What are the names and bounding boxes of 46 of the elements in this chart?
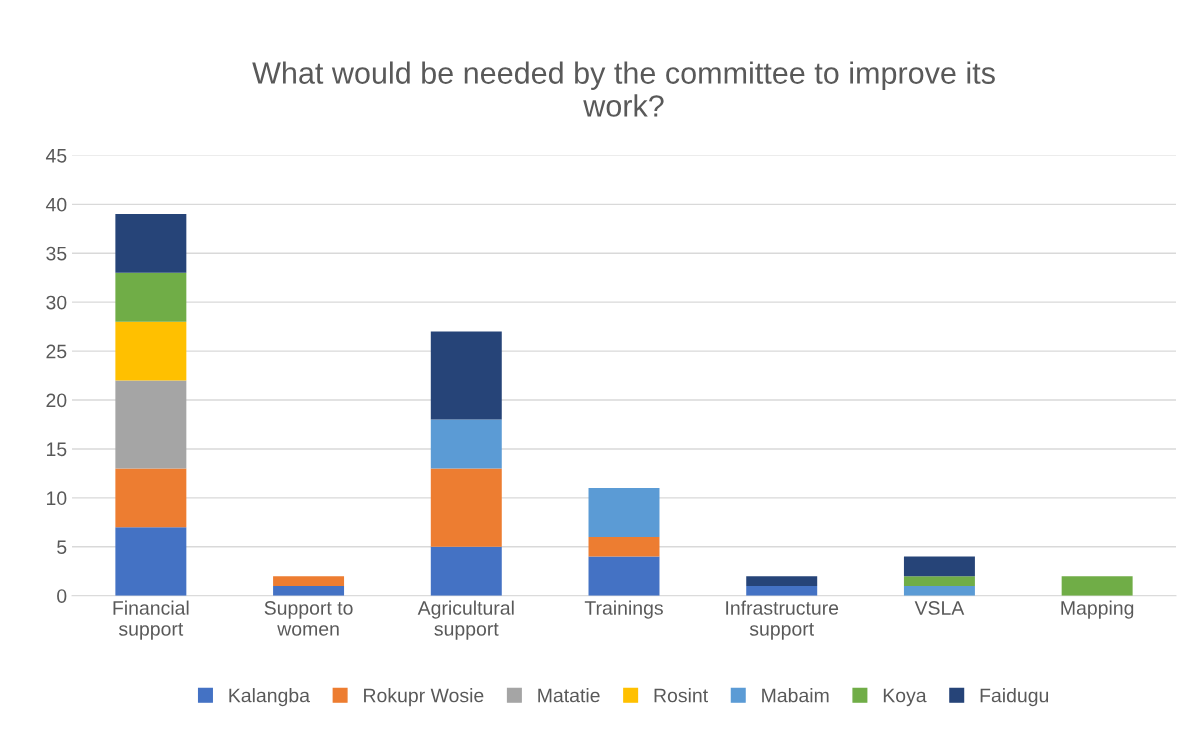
bar	[746, 576, 818, 586]
bar	[588, 536, 660, 557]
legend-label: Rokupr Wosie	[364, 688, 484, 707]
bar	[903, 556, 975, 577]
bar	[430, 331, 502, 420]
legend-label: Matatie	[538, 688, 600, 703]
x-tick-label: Financial support	[113, 600, 189, 640]
legend-label: Faidugu	[980, 688, 1049, 707]
y-tick-label: 15	[47, 442, 67, 457]
x-tick-label: Agricultural support	[417, 600, 514, 640]
bar	[588, 488, 660, 537]
bar	[115, 527, 187, 596]
bar	[430, 419, 502, 469]
bar	[430, 546, 502, 596]
bar	[115, 468, 187, 528]
x-tick-label: Trainings	[584, 600, 663, 619]
x-tick-label: Infrastructure support	[726, 600, 839, 640]
y-tick-label: 25	[46, 344, 67, 359]
y-tick-label: 0	[57, 589, 67, 603]
legend-label: Rosint	[654, 688, 708, 703]
x-tick-label: Mapping	[1061, 600, 1134, 619]
chart-title: What would be needed by the committee to improve its work?	[252, 61, 995, 117]
legend-label: Mabaim	[762, 688, 829, 703]
bar	[115, 380, 187, 469]
bar	[746, 585, 818, 596]
bar	[115, 321, 187, 381]
bar	[903, 585, 975, 596]
bar	[115, 272, 187, 322]
y-tick-label: 10	[47, 491, 67, 506]
bar	[1061, 576, 1133, 596]
bar	[115, 214, 187, 273]
y-tick-label: 40	[45, 197, 67, 212]
y-tick-label: 5	[57, 540, 67, 555]
x-tick-label: VSLA	[914, 601, 965, 615]
y-tick-label: 35	[46, 246, 67, 261]
y-tick-label: 20	[46, 393, 67, 408]
bar	[273, 576, 345, 586]
y-tick-label: 30	[46, 295, 67, 310]
legend-label: Koya	[883, 688, 927, 707]
bar	[273, 585, 345, 596]
bar	[588, 556, 660, 596]
legend-label: Kalangba	[229, 688, 310, 707]
bar	[903, 576, 975, 586]
y-tick-label: 45	[45, 149, 67, 163]
x-tick-label: Support to women	[264, 601, 353, 636]
bar	[430, 468, 502, 547]
